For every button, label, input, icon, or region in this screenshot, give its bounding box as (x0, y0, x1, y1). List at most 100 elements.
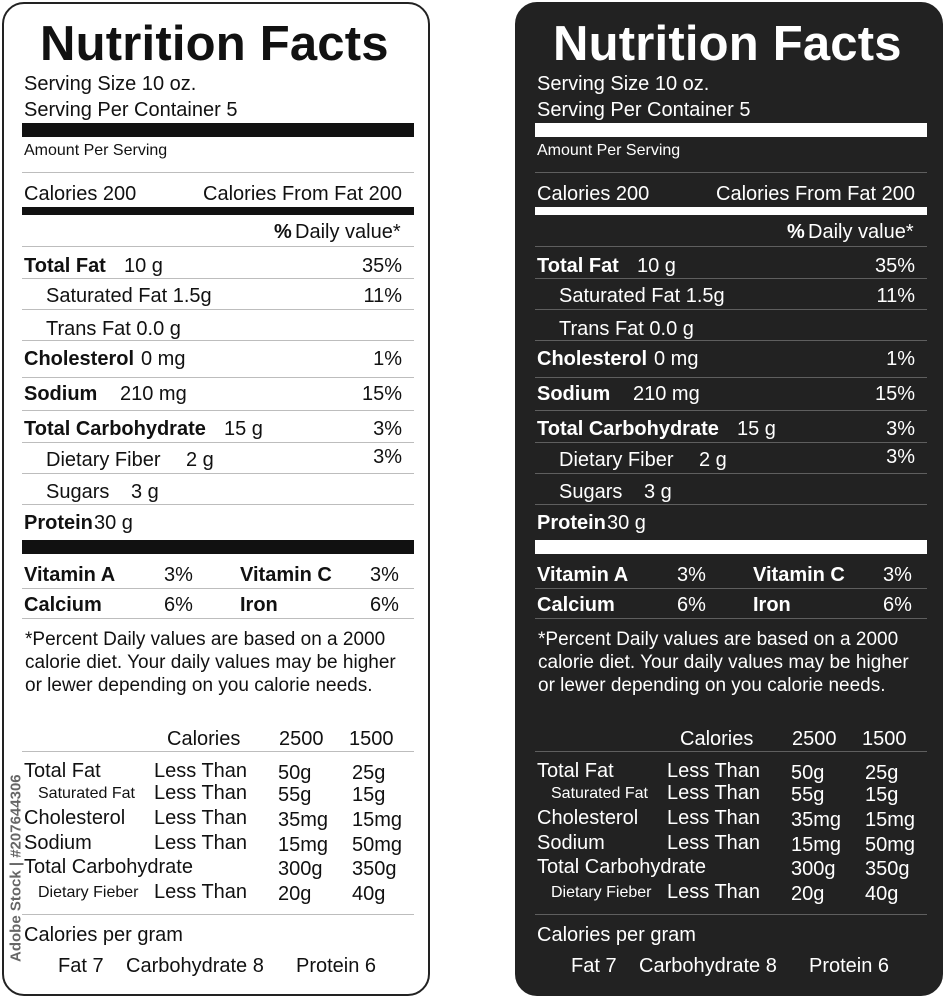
nutrient-name: Cholesterol (537, 348, 648, 370)
divider (535, 340, 927, 341)
divider (535, 473, 927, 474)
dv-table-nutrient: Cholesterol (24, 807, 126, 829)
nutrient-name: Cholesterol (24, 348, 135, 370)
dv-table-2500: 300g (278, 858, 323, 880)
divider (22, 588, 414, 589)
per-gram-value: Fat 7 (58, 955, 104, 977)
daily-value-header: Daily value* (808, 221, 914, 243)
dv-table-qualifier: Less Than (154, 807, 248, 829)
divider (22, 309, 414, 310)
servings-per-container: Serving Per Container 5 (537, 99, 751, 121)
dv-table-nutrient: Total Carbohydrate (537, 856, 706, 878)
dv-table-2500: 50g (791, 762, 825, 784)
nutrient-daily-value: 1% (886, 348, 915, 370)
divider (535, 278, 927, 279)
dv-table-qualifier: Less Than (154, 782, 248, 804)
label-title: Nutrition Facts (40, 17, 389, 71)
nutrient-daily-value: 15% (874, 383, 915, 405)
vitamin-value: 3% (883, 564, 912, 586)
dv-table-2500: 55g (791, 784, 825, 806)
daily-value-percent: % (274, 221, 292, 243)
nutrient-amount: 30 g (607, 512, 646, 534)
nutrient-name: Sugars (559, 481, 623, 503)
dv-table-2500: 50g (278, 762, 312, 784)
dv-table-nutrient: Dietary Fieber (551, 884, 652, 901)
vitamin-value: 6% (164, 594, 193, 616)
dv-table-2500: 20g (278, 883, 312, 905)
nutrient-daily-value: 11% (363, 285, 402, 307)
calories-per-gram: Calories per gram (537, 924, 696, 946)
dv-table-1500: 15g (865, 784, 899, 806)
dv-table-2500: 20g (791, 883, 825, 905)
nutrient-name: Dietary Fiber (559, 449, 674, 471)
nutrient-amount: 10 g (124, 255, 163, 277)
serving-size: Serving Size 10 oz. (24, 73, 197, 95)
divider (535, 410, 927, 411)
divider (535, 442, 927, 443)
divider (535, 246, 927, 247)
nutrient-amount: 3 g (644, 481, 672, 503)
dv-table-1500: 40g (352, 883, 386, 905)
divider (22, 246, 414, 247)
dv-table-qualifier: Less Than (667, 782, 761, 804)
footnote: *Percent Daily values are based on a 200… (25, 629, 396, 696)
dv-table-2500: 15mg (278, 834, 329, 856)
stock-watermark: Adobe Stock | #207644306 (7, 774, 25, 962)
amount-per-serving: Amount Per Serving (24, 142, 168, 159)
dv-table-header: 2500 (279, 728, 324, 750)
vitamin-name: Vitamin C (753, 564, 845, 586)
vitamin-value: 3% (370, 564, 399, 586)
dv-table-nutrient: Sodium (24, 832, 92, 854)
divider (22, 442, 414, 443)
nutrient-name: Saturated Fat 1.5g (559, 285, 725, 307)
calories-per-gram: Calories per gram (24, 924, 183, 946)
divider (22, 751, 414, 752)
divider (22, 618, 414, 619)
nutrient-name: Protein (24, 512, 93, 534)
nutrient-name: Protein (537, 512, 606, 534)
divider (22, 172, 414, 173)
dv-table-nutrient: Saturated Fat (38, 785, 135, 802)
nutrient-amount: 15 g (737, 418, 776, 440)
divider (535, 172, 927, 173)
divider (535, 751, 927, 752)
dv-table-qualifier: Less Than (154, 881, 248, 903)
label-title: Nutrition Facts (553, 17, 902, 71)
thick-divider (535, 540, 927, 554)
divider (535, 504, 927, 505)
dv-table-2500: 35mg (278, 809, 329, 831)
vitamin-name: Calcium (24, 594, 102, 616)
dv-table-nutrient: Cholesterol (537, 807, 639, 829)
divider (22, 278, 414, 279)
divider (22, 914, 414, 915)
nutrient-amount: 2 g (186, 449, 214, 471)
dv-table-1500: 15g (352, 784, 386, 806)
nutrition-label-dark: Nutrition Facts Serving Size 10 oz. Servin… (515, 2, 943, 996)
nutrient-amount: 210 mg (633, 383, 700, 405)
dv-table-1500: 15mg (352, 809, 403, 831)
nutrient-daily-value: 3% (886, 418, 915, 440)
divider (22, 340, 414, 341)
vitamin-value: 3% (677, 564, 706, 586)
dv-table-1500: 50mg (352, 834, 403, 856)
divider (22, 473, 414, 474)
dv-table-nutrient: Saturated Fat (551, 785, 648, 802)
nutrient-daily-value: 1% (373, 348, 402, 370)
dv-table-1500: 50mg (865, 834, 916, 856)
vitamin-name: Vitamin A (537, 564, 629, 586)
calories-from-fat: Calories From Fat 200 (716, 183, 915, 205)
dv-table-1500: 350g (865, 858, 910, 880)
nutrient-name: Total Carbohydrate (24, 418, 206, 440)
nutrient-daily-value: 3% (886, 446, 915, 468)
nutrient-amount: 15 g (224, 418, 263, 440)
serving-size: Serving Size 10 oz. (537, 73, 710, 95)
dv-table-qualifier: Less Than (667, 807, 761, 829)
nutrient-daily-value: 35% (874, 255, 915, 277)
thick-divider (535, 123, 927, 137)
dv-table-nutrient: Total Fat (537, 760, 614, 782)
dv-table-nutrient: Total Fat (24, 760, 101, 782)
dv-table-2500: 15mg (791, 834, 842, 856)
nutrient-name: Trans Fat 0.0 g (559, 318, 694, 340)
nutrient-amount: 0 mg (141, 348, 186, 370)
dv-table-1500: 350g (352, 858, 397, 880)
